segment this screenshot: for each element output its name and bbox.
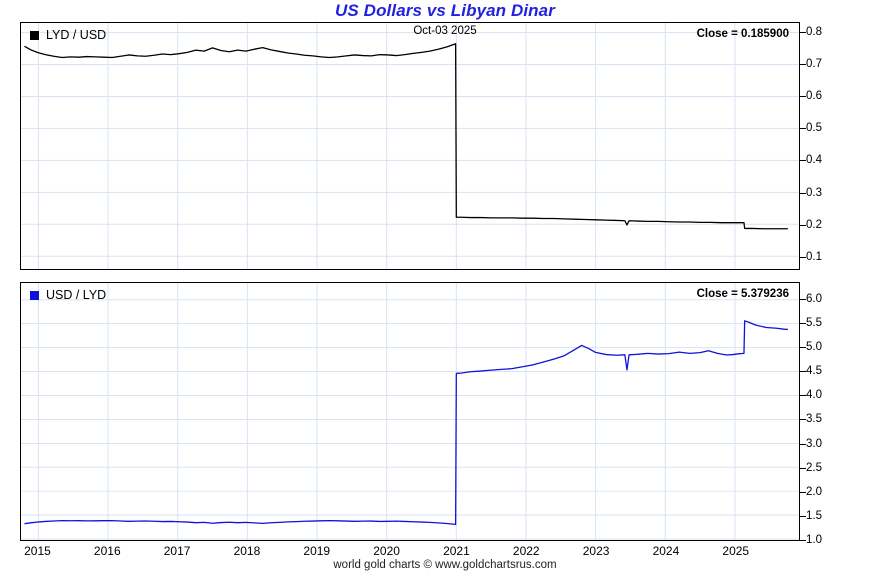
footer-credit: world gold charts © www.goldchartsrus.co… xyxy=(333,559,557,571)
y-axis-tick-label: 0.4 xyxy=(806,154,822,167)
y-axis-tick-mark xyxy=(800,540,806,542)
y-axis-tick-label: 2.5 xyxy=(806,461,822,474)
y-axis-tick-label: 0.2 xyxy=(806,218,822,231)
y-axis-tick-mark xyxy=(800,347,806,349)
plot-area-usd-lyd xyxy=(21,283,799,540)
x-axis-tick-label: 2025 xyxy=(722,544,750,558)
x-axis-tick-label: 2018 xyxy=(233,544,261,558)
y-axis-tick-mark xyxy=(800,491,806,493)
x-axis-tick-label: 2019 xyxy=(303,544,331,558)
plot-area-lyd-usd xyxy=(21,23,799,269)
y-axis-tick-mark xyxy=(800,128,806,130)
y-axis-tick-mark xyxy=(800,322,806,324)
blue-square-marker-icon xyxy=(30,290,39,300)
x-axis-tick-label: 2020 xyxy=(373,544,400,558)
y-axis-tick-label: 4.5 xyxy=(806,365,822,378)
y-axis-tick-label: 0.3 xyxy=(806,186,822,199)
y-axis-tick-label: 0.5 xyxy=(806,122,822,135)
legend-label-usd-lyd: USD / LYD xyxy=(46,288,107,302)
y-axis-tick-mark xyxy=(800,419,806,421)
y-axis-tick-label: 4.0 xyxy=(806,389,822,402)
legend-lyd-usd: LYD / USD xyxy=(30,28,106,42)
chart-panel-usd-lyd: USD / LYD Close = 5.379236 xyxy=(20,282,800,541)
y-axis-tick-label: 1.5 xyxy=(806,509,822,522)
y-axis-tick-mark xyxy=(800,31,806,33)
y-axis-tick-label: 0.8 xyxy=(806,25,822,38)
y-axis-tick-label: 2.0 xyxy=(806,485,822,498)
y-axis-tick-mark xyxy=(800,443,806,445)
y-axis-tick-mark xyxy=(800,515,806,517)
y-axis-tick-label: 3.0 xyxy=(806,437,822,450)
x-axis-tick-label: 2021 xyxy=(443,544,470,558)
y-axis-tick-label: 0.6 xyxy=(806,90,822,103)
y-axis-tick-label: 0.7 xyxy=(806,57,822,70)
close-value-usd-lyd: Close = 5.379236 xyxy=(696,288,789,300)
y-axis-tick-label: 5.5 xyxy=(806,316,822,329)
chart-panel-lyd-usd: LYD / USD Close = 0.185900 xyxy=(20,22,800,270)
black-square-marker-icon xyxy=(30,30,39,40)
y-axis-tick-mark xyxy=(800,395,806,397)
y-axis-tick-label: 5.0 xyxy=(806,341,822,354)
y-axis-tick-mark xyxy=(800,298,806,300)
legend-usd-lyd: USD / LYD xyxy=(30,288,106,302)
y-axis-tick-mark xyxy=(800,467,806,469)
y-axis-tick-mark xyxy=(800,371,806,373)
y-axis-tick-label: 6.0 xyxy=(806,292,822,305)
x-axis-labels: 2015 2016 2017 2018 2019 2020 2021 2022 2023 2024… xyxy=(0,544,890,562)
x-axis-tick-label: 2015 xyxy=(24,544,51,558)
legend-label-lyd-usd: LYD / USD xyxy=(46,28,107,42)
x-axis-tick-label: 2016 xyxy=(93,544,121,558)
y-axis-tick-mark xyxy=(800,257,806,259)
y-axis-tick-mark xyxy=(800,192,806,194)
y-axis-tick-label: 3.5 xyxy=(806,413,822,426)
x-axis-tick-label: 2024 xyxy=(652,544,680,558)
page-title: US Dollars vs Libyan Dinar xyxy=(335,1,555,20)
x-axis-tick-label: 2023 xyxy=(582,544,610,558)
y-axis-tick-mark xyxy=(800,224,806,226)
y-axis-tick-label: 1.0 xyxy=(806,534,822,547)
y-axis-tick-mark xyxy=(800,160,806,162)
y-axis-tick-label: 0.1 xyxy=(806,251,822,264)
x-axis-tick-label: 2017 xyxy=(163,544,191,558)
close-value-lyd-usd: Close = 0.185900 xyxy=(696,28,789,40)
y-axis-tick-mark xyxy=(800,96,806,98)
x-axis-tick-label: 2022 xyxy=(512,544,540,558)
y-axis-tick-mark xyxy=(800,63,806,65)
